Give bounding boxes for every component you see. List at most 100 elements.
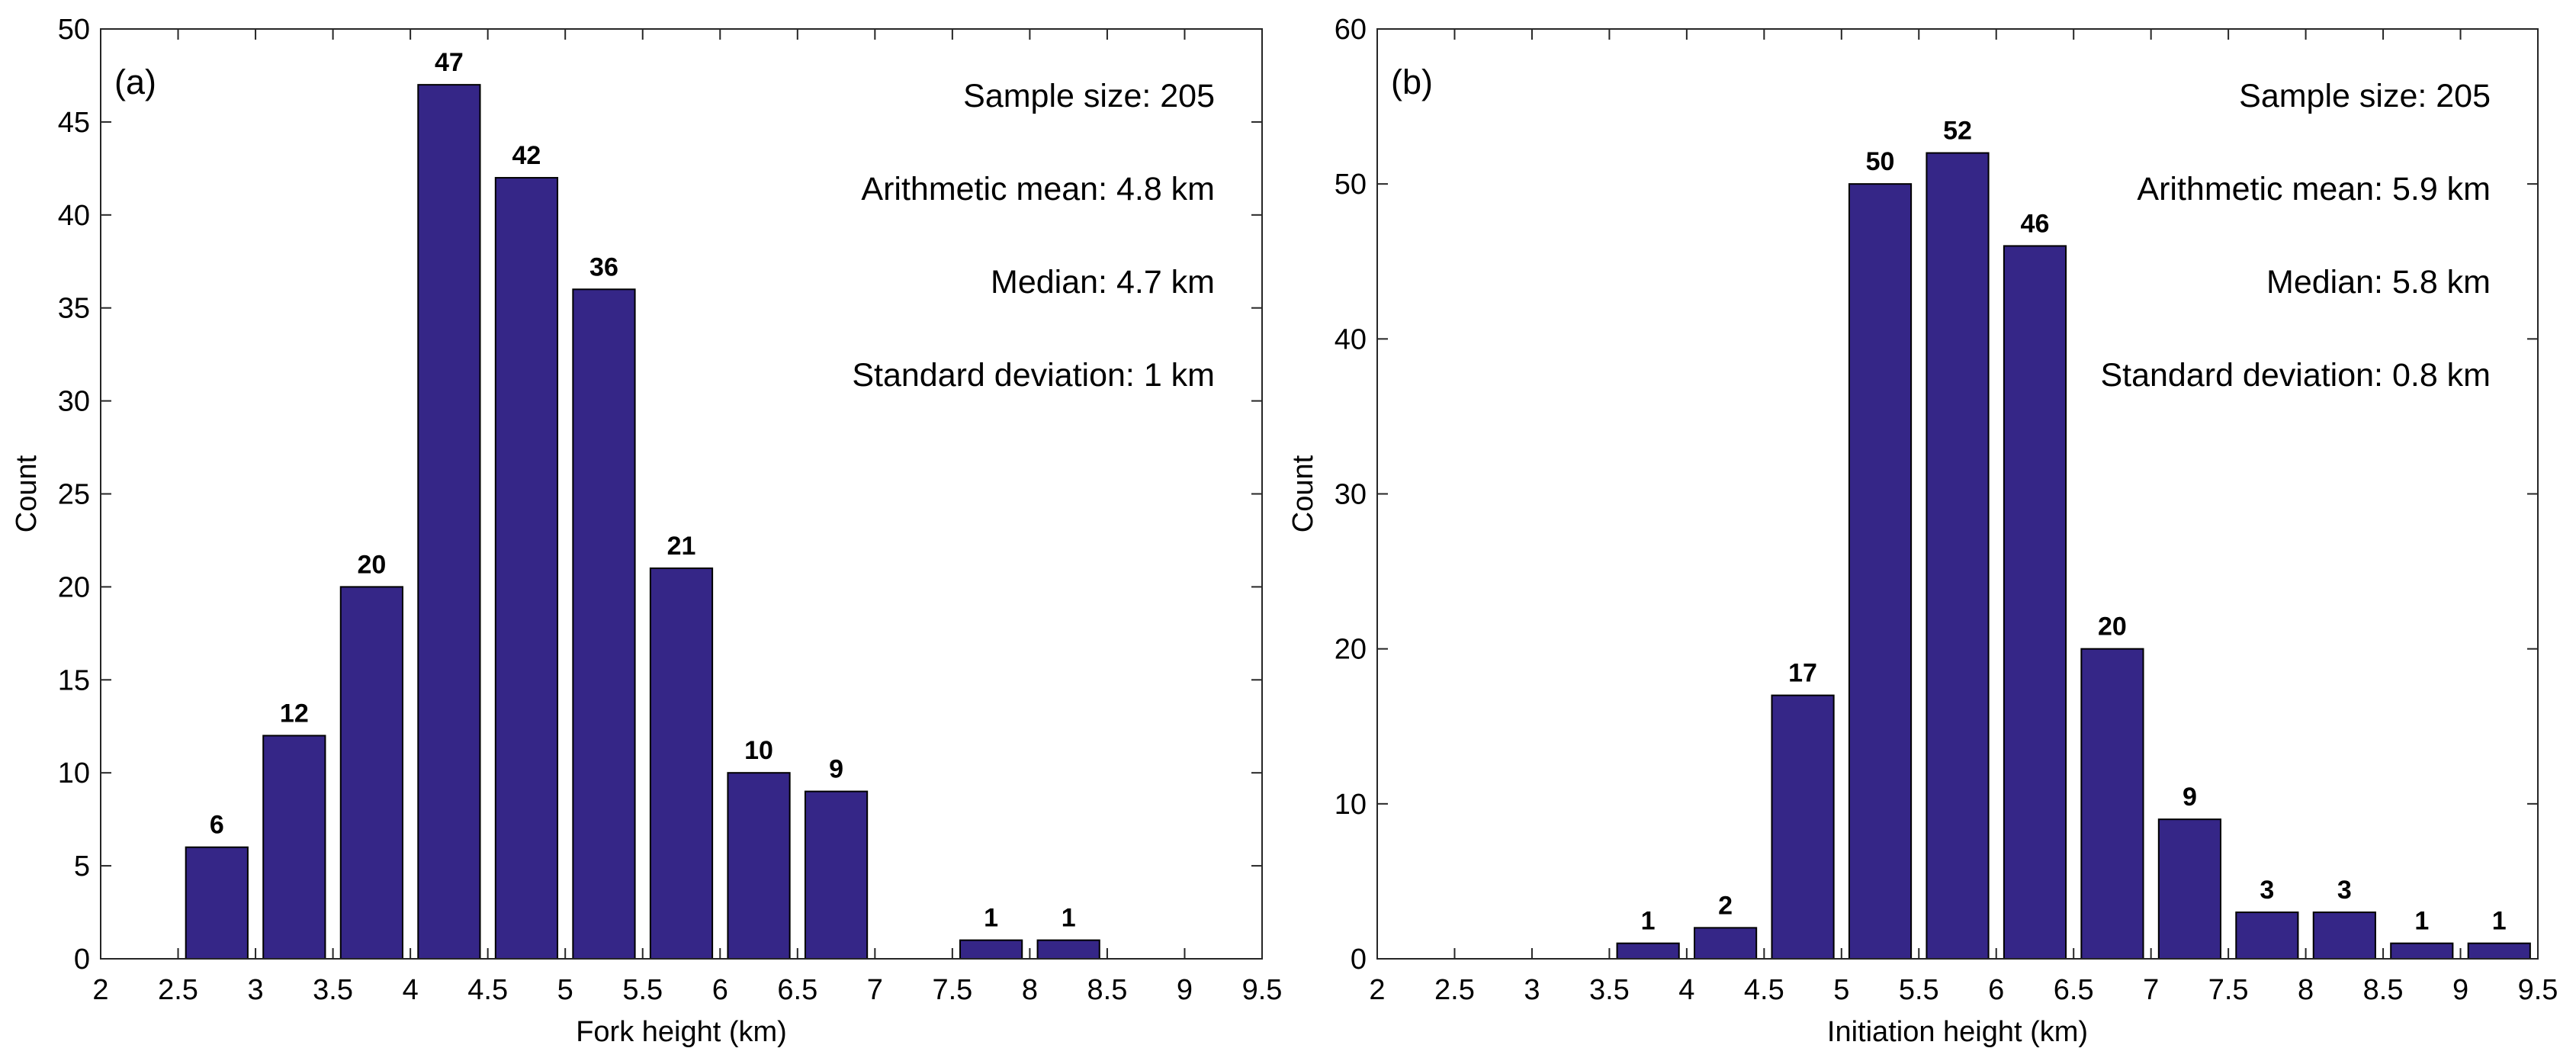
x-axis-label: Fork height (km)	[576, 1016, 787, 1048]
bar-value-label: 1	[1641, 907, 1656, 936]
x-tick-label: 5.5	[1899, 974, 1939, 1006]
y-tick-label: 45	[58, 107, 90, 139]
y-tick-label: 10	[1335, 789, 1367, 821]
y-axis-label: Count	[1287, 455, 1319, 532]
y-tick-label: 10	[58, 757, 90, 789]
bar	[262, 735, 326, 960]
x-tick-label: 5	[557, 974, 573, 1006]
bar-value-label: 42	[512, 141, 541, 170]
x-tick-label: 2	[92, 974, 108, 1006]
bar-value-label: 46	[2021, 209, 2050, 238]
bar	[1694, 927, 1758, 960]
x-tick-label: 3.5	[1589, 974, 1630, 1006]
bar	[339, 586, 403, 960]
bar-value-label: 1	[2492, 907, 2507, 936]
y-tick-label: 40	[58, 200, 90, 232]
x-tick-label: 6	[1988, 974, 2004, 1006]
bar	[1036, 939, 1100, 960]
bar	[1771, 694, 1835, 960]
bar-value-label: 1	[2414, 907, 2429, 936]
x-tick-label: 8	[1022, 974, 1038, 1006]
x-tick-label: 4	[403, 974, 419, 1006]
bar	[417, 84, 481, 960]
x-tick-label: 9	[1177, 974, 1193, 1006]
bar-value-label: 1	[1062, 904, 1076, 933]
x-axis-label: Initiation height (km)	[1827, 1016, 2088, 1048]
bar	[727, 772, 791, 960]
bar	[804, 790, 869, 960]
y-tick-label: 15	[58, 664, 90, 696]
bar	[494, 177, 559, 960]
y-tick-label: 20	[58, 571, 90, 603]
x-tick-label: 4.5	[467, 974, 508, 1006]
y-tick-label: 60	[1335, 14, 1367, 46]
panel-label: (b)	[1391, 63, 1433, 101]
bar-value-label: 20	[357, 550, 386, 579]
bar	[2157, 818, 2221, 960]
bar-value-label: 3	[2260, 876, 2274, 905]
bar-value-label: 52	[1943, 117, 1972, 146]
x-tick-label: 9	[2452, 974, 2468, 1006]
x-tick-label: 6	[712, 974, 728, 1006]
bar-value-label: 2	[1718, 891, 1733, 920]
bar	[185, 846, 249, 960]
bar	[1848, 183, 1913, 960]
bar	[2467, 942, 2531, 960]
stat-annotation: Sample size: 205	[963, 78, 1215, 114]
stat-annotation: Standard deviation: 0.8 km	[2100, 357, 2491, 394]
bar	[1926, 152, 1990, 960]
x-tick-label: 5	[1833, 974, 1849, 1006]
bar	[1616, 942, 1680, 960]
bar	[2003, 245, 2067, 960]
x-tick-label: 2.5	[1434, 974, 1475, 1006]
stat-annotation: Standard deviation: 1 km	[852, 357, 1215, 394]
bar	[2312, 911, 2376, 960]
y-tick-label: 35	[58, 293, 90, 325]
chart-panel-b: 1 2 17 50 52 46 20 9 3 3 1 1 2 2.5 3 3.5 4 4.5 5 5.5 6 6.5 7 7.…	[1287, 14, 2558, 1048]
stat-annotation: Median: 4.7 km	[991, 264, 1215, 301]
bar-value-label: 20	[2098, 612, 2127, 641]
stat-annotation: Sample size: 205	[2239, 78, 2491, 114]
x-tick-label: 8.5	[1087, 974, 1128, 1006]
y-tick-label: 50	[1335, 169, 1367, 201]
bar-value-label: 6	[210, 811, 224, 840]
bar-value-label: 21	[667, 532, 696, 561]
y-tick-label: 0	[74, 944, 90, 976]
stat-annotation: Arithmetic mean: 4.8 km	[861, 171, 1215, 207]
bar-value-label: 36	[589, 252, 618, 281]
x-tick-label: 3	[1524, 974, 1540, 1006]
x-tick-label: 7.5	[2208, 974, 2249, 1006]
x-tick-label: 6.5	[777, 974, 817, 1006]
y-tick-label: 0	[1351, 944, 1367, 976]
bar	[649, 567, 714, 960]
bar	[2080, 648, 2144, 960]
x-tick-label: 7	[2143, 974, 2159, 1006]
x-tick-label: 9.5	[2518, 974, 2558, 1006]
x-tick-label: 7	[867, 974, 883, 1006]
bar-value-label: 17	[1788, 659, 1817, 688]
x-tick-label: 4	[1678, 974, 1694, 1006]
x-tick-label: 3.5	[313, 974, 353, 1006]
x-tick-label: 2.5	[158, 974, 198, 1006]
y-tick-label: 30	[1335, 479, 1367, 511]
y-tick-label: 50	[58, 14, 90, 46]
x-tick-label: 3	[247, 974, 263, 1006]
y-tick-label: 20	[1335, 634, 1367, 666]
panel-label: (a)	[114, 63, 156, 101]
bar	[572, 288, 636, 960]
y-tick-label: 40	[1335, 323, 1367, 355]
x-tick-label: 8	[2298, 974, 2314, 1006]
stat-annotation: Arithmetic mean: 5.9 km	[2137, 171, 2491, 207]
bar-value-label: 9	[829, 755, 843, 784]
x-tick-label: 2	[1369, 974, 1385, 1006]
bar	[959, 939, 1023, 960]
y-axis-label: Count	[11, 455, 43, 532]
bar	[2390, 942, 2454, 960]
y-tick-label: 30	[58, 386, 90, 418]
x-tick-label: 6.5	[2054, 974, 2094, 1006]
bar-value-label: 1	[984, 904, 998, 933]
bar-value-label: 9	[2183, 783, 2197, 812]
bar-value-label: 50	[1866, 147, 1895, 176]
